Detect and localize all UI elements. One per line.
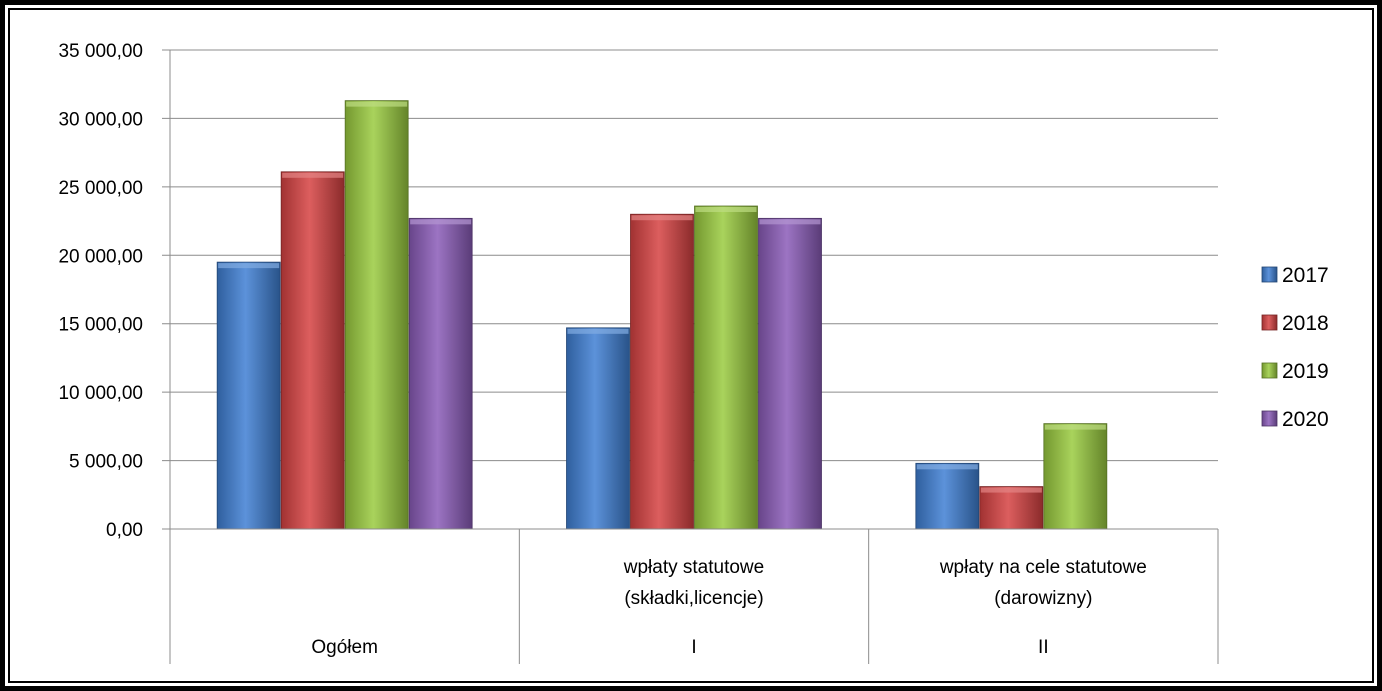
bar-top-highlight	[218, 263, 280, 269]
bar-top-highlight	[282, 172, 344, 178]
bar-top-highlight	[567, 328, 629, 334]
y-tick-label: 10 000,00	[58, 383, 143, 404]
legend-label-2017: 2017	[1282, 264, 1329, 287]
bar-2019-cat3	[1043, 423, 1108, 530]
bar-top-highlight	[346, 101, 408, 107]
bar-2018-cat2	[630, 213, 694, 530]
y-tick-label: 15 000,00	[58, 315, 143, 336]
x-category-label-line2: (darowizny)	[994, 588, 1092, 609]
y-tick-label: 0,00	[106, 520, 143, 541]
bar-2019-cat2	[694, 205, 758, 530]
x-category-label-line1: wpłaty na cele statutowe	[939, 557, 1147, 578]
legend: 2017 2018 2019 2020	[1261, 264, 1329, 431]
bar-2017-cat2	[566, 327, 630, 530]
x-group-label: Ogółem	[311, 637, 378, 658]
legend-swatch-2020	[1261, 410, 1278, 427]
y-tick-label: 5 000,00	[69, 452, 143, 473]
legend-label-2018: 2018	[1282, 312, 1329, 335]
bar-top-highlight	[695, 207, 757, 213]
y-axis-ticks: 0,00 5 000,00 10 000,00 15 000,00 20 000,00 2…	[58, 41, 143, 541]
y-tick-label: 30 000,00	[58, 109, 143, 130]
x-group-label: II	[1038, 637, 1049, 658]
bar-top-highlight	[759, 219, 821, 225]
bar-top-highlight	[980, 487, 1042, 493]
bar-top-highlight	[631, 215, 693, 221]
bar-2017-cat1	[216, 261, 281, 530]
bar-2017-cat3	[915, 462, 980, 530]
legend-swatch-2017	[1261, 266, 1278, 283]
bar-top-highlight	[410, 219, 472, 225]
y-tick-label: 35 000,00	[58, 41, 143, 62]
x-category-label-line2: (składki,licencje)	[624, 588, 763, 609]
legend-label-2020: 2020	[1282, 408, 1329, 431]
y-tick-label: 25 000,00	[58, 178, 143, 199]
bar-2020-cat1	[408, 217, 473, 530]
bar-top-highlight	[1044, 424, 1106, 430]
legend-label-2019: 2019	[1282, 360, 1329, 383]
bar-2018-cat1	[280, 171, 345, 530]
x-group-label: I	[691, 637, 696, 658]
bar-top-highlight	[916, 464, 978, 470]
bar-2020-cat2	[758, 217, 822, 530]
x-axis: Ogółem wpłaty statutowe (składki,licencje)…	[169, 528, 1219, 664]
y-tick-label: 20 000,00	[58, 246, 143, 267]
bar-2019-cat1	[344, 100, 409, 530]
bars	[216, 100, 1108, 530]
legend-swatch-2018	[1261, 314, 1278, 331]
bar-2018-cat3	[979, 486, 1044, 530]
legend-swatch-2019	[1261, 362, 1278, 379]
x-category-label-line1: wpłaty statutowe	[623, 557, 764, 578]
